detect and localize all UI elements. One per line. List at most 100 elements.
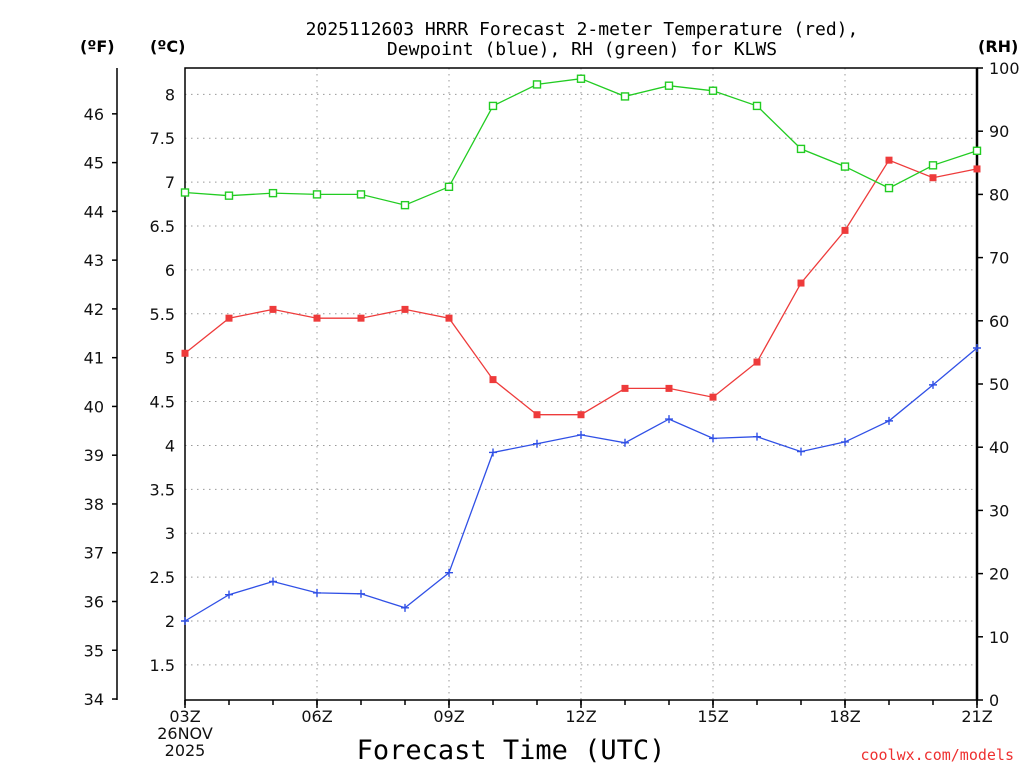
- temperature-point: [621, 384, 629, 392]
- rh-tick-label: 90: [989, 122, 1009, 141]
- celsius-tick-label: 3: [165, 524, 175, 543]
- rh-tick-label: 30: [989, 501, 1009, 520]
- dewpoint-line: [184, 347, 978, 622]
- celsius-tick-label: 4: [165, 436, 175, 455]
- rh-point: [752, 101, 762, 111]
- temperature-point: [885, 156, 893, 164]
- rh-point: [840, 162, 850, 171]
- temperature-point: [401, 305, 409, 313]
- rh-tick-label: 60: [989, 312, 1009, 331]
- rh-point: [532, 80, 542, 89]
- x-tick-label: 15Z: [697, 707, 728, 726]
- rh-point: [576, 74, 586, 83]
- temperature-point: [533, 411, 541, 419]
- plot-frame: [184, 67, 978, 701]
- fahrenheit-tick-label: 34: [84, 690, 104, 709]
- celsius-tick-label: 7.5: [150, 129, 175, 148]
- dewpoint-point: [445, 568, 453, 577]
- temperature-line: [184, 159, 978, 416]
- celsius-tick-label: 7: [165, 173, 175, 192]
- dewpoint-point: [269, 577, 277, 586]
- x-tick-label: 21Z: [961, 707, 992, 726]
- temperature-point: [577, 411, 585, 419]
- dewpoint-point: [225, 590, 233, 599]
- rh-point: [312, 190, 322, 199]
- dewpoint-point: [885, 416, 893, 425]
- fahrenheit-tick-label: 45: [84, 154, 104, 173]
- fahrenheit-tick-label: 38: [84, 495, 104, 514]
- fahrenheit-tick-label: 40: [84, 397, 104, 416]
- gridlines: [185, 68, 977, 700]
- rh-tick-label: 20: [989, 565, 1009, 584]
- series: [180, 74, 982, 625]
- dewpoint-point: [357, 589, 365, 598]
- rh-point: [796, 144, 806, 154]
- fahrenheit-tick-label: 39: [84, 446, 104, 465]
- rh-point: [620, 92, 630, 101]
- celsius-tick-label: 4.5: [150, 393, 175, 412]
- rh-point: [708, 86, 718, 95]
- temperature-point: [445, 314, 453, 322]
- rh-point: [444, 182, 454, 192]
- fahrenheit-tick-label: 42: [84, 300, 104, 319]
- dewpoint-point: [665, 415, 673, 424]
- fahrenheit-unit-label: (ºF): [80, 37, 115, 56]
- chart-title: 2025112603 HRRR Forecast 2-meter Tempera…: [306, 19, 859, 40]
- axes: 1.5 2 2.5 3 3.5 4 4.5 5 5.5 6 6.5 7 7.5 8 34 35 36 37 38 39…: [84, 59, 1020, 726]
- temperature-point: [313, 314, 321, 322]
- credit-link[interactable]: coolwx.com/models: [860, 746, 1014, 764]
- rh-tick-label: 80: [989, 185, 1009, 204]
- dewpoint-point: [533, 439, 541, 448]
- celsius-tick-label: 1.5: [150, 656, 175, 675]
- temperature-point: [841, 226, 849, 234]
- rh-point: [664, 81, 674, 90]
- dewpoint-point: [621, 438, 629, 447]
- temperature-point: [753, 358, 761, 366]
- x-axis-label: Forecast Time (UTC): [357, 735, 666, 766]
- temperature-point: [665, 384, 673, 392]
- temperature-point: [269, 305, 277, 313]
- rh-tick-label: 50: [989, 375, 1009, 394]
- x-tick-label: 06Z: [301, 707, 332, 726]
- rh-tick-label: 70: [989, 249, 1009, 268]
- fahrenheit-tick-label: 35: [84, 641, 104, 660]
- fahrenheit-tick-label: 46: [84, 105, 104, 124]
- fahrenheit-tick-label: 41: [84, 349, 104, 368]
- fahrenheit-tick-label: 37: [84, 544, 104, 563]
- dewpoint-point: [709, 434, 717, 443]
- rh-line: [184, 78, 978, 206]
- dewpoint-point: [929, 380, 937, 389]
- temperature-point: [929, 174, 937, 182]
- dewpoint-point: [797, 447, 805, 456]
- rh-point: [972, 146, 982, 155]
- dewpoint-point: [753, 432, 761, 441]
- rh-tick-label: 0: [989, 691, 999, 710]
- date-label-year: 2025: [165, 741, 206, 760]
- rh-tick-label: 10: [989, 628, 1009, 647]
- chart-subtitle: Dewpoint (blue), RH (green) for KLWS: [387, 39, 777, 60]
- fahrenheit-tick-label: 43: [84, 251, 104, 270]
- temperature-point: [709, 393, 717, 401]
- x-tick-label: 12Z: [565, 707, 596, 726]
- rh-point: [884, 183, 894, 193]
- rh-tick-label: 40: [989, 438, 1009, 457]
- celsius-unit-label: (ºC): [150, 37, 185, 56]
- rh-point: [928, 161, 938, 170]
- temperature-point: [973, 165, 981, 173]
- dewpoint-point: [313, 588, 321, 597]
- fahrenheit-tick-label: 36: [84, 592, 104, 611]
- rh-point: [488, 101, 498, 111]
- rh-point: [356, 190, 366, 199]
- date-label-day: 26NOV: [157, 724, 213, 743]
- x-tick-label: 09Z: [433, 707, 464, 726]
- x-tick-label: 18Z: [829, 707, 860, 726]
- celsius-tick-label: 6: [165, 261, 175, 280]
- celsius-tick-label: 5: [165, 349, 175, 368]
- celsius-tick-label: 2: [165, 612, 175, 631]
- dewpoint-point: [489, 448, 497, 457]
- celsius-tick-label: 3.5: [150, 480, 175, 499]
- rh-point: [268, 188, 278, 198]
- fahrenheit-tick-label: 44: [84, 202, 104, 221]
- rh-unit-label: (RH): [978, 37, 1018, 56]
